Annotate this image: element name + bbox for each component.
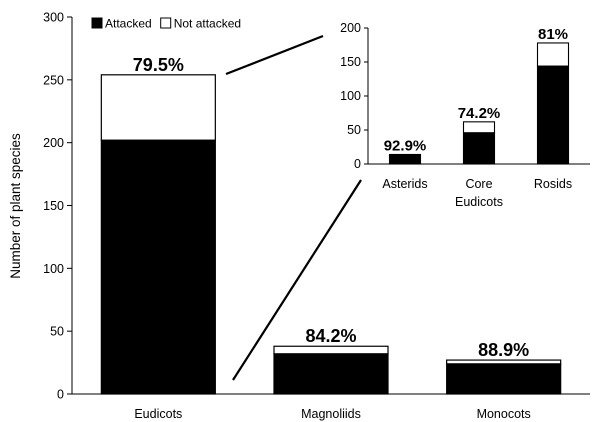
- y-tick-label: 200: [43, 136, 64, 150]
- legend-swatch-not-attacked: [160, 17, 172, 29]
- x-tick-label: Magnoliids: [301, 407, 361, 421]
- y-axis-label: Number of plant species: [8, 133, 23, 279]
- legend-label: Not attacked: [174, 17, 241, 31]
- bar-percent-label: 84.2%: [305, 326, 356, 346]
- inset-bar-percent-label: 81%: [538, 26, 568, 43]
- inset-bar-attacked: [388, 154, 422, 165]
- legend-swatch-attacked: [91, 17, 103, 29]
- inset-bar-percent-label: 92.9%: [384, 137, 427, 154]
- zoom-connector-top: [225, 34, 324, 76]
- bar-not-attacked: [446, 359, 562, 365]
- inset-y-tick-label: 200: [340, 21, 361, 35]
- x-tick-label: Eudicots: [134, 407, 182, 421]
- inset-chart: 0 50 100 150 200 92.9% Asterids 74.2% Core Eudico…: [340, 21, 590, 209]
- inset-y-tick-label: 0: [354, 157, 361, 171]
- inset-y-tick-label: 100: [340, 89, 361, 103]
- bar-attacked: [273, 353, 389, 395]
- inset-bar-not-attacked: [388, 153, 422, 156]
- main-chart: 0 50 100 150 200 250 300 79.5% Eudicots 84.2% Magn…: [43, 11, 590, 421]
- inset-x-tick-label: Asterids: [382, 177, 427, 191]
- y-tick-label: 250: [43, 73, 64, 87]
- inset-bar-not-attacked: [536, 42, 570, 67]
- inset-bar-percent-label: 74.2%: [458, 105, 501, 122]
- x-tick-label: Monocots: [477, 407, 531, 421]
- inset-bar-attacked: [536, 65, 570, 165]
- legend-label: Attacked: [105, 17, 152, 31]
- inset-y-tick-label: 50: [347, 123, 361, 137]
- bar-percent-label: 79.5%: [133, 55, 184, 75]
- y-tick-label: 0: [57, 388, 64, 402]
- y-tick-label: 300: [43, 11, 64, 25]
- bar-attacked: [446, 363, 562, 395]
- inset-bar-attacked: [462, 132, 496, 165]
- inset-x-tick-label: Core Eudicots: [455, 177, 503, 209]
- y-tick-label: 50: [50, 325, 64, 339]
- bar-percent-label: 88.9%: [478, 340, 529, 360]
- bar-not-attacked: [273, 345, 389, 355]
- legend: Attacked Not attacked: [91, 17, 241, 31]
- inset-y-tick-label: 150: [340, 55, 361, 69]
- y-tick-label: 100: [43, 262, 64, 276]
- inset-bar-not-attacked: [462, 121, 496, 134]
- y-tick-label: 150: [43, 199, 64, 213]
- bar-not-attacked: [100, 74, 216, 141]
- zoom-connector-bottom: [232, 179, 362, 381]
- inset-x-tick-label: Rosids: [534, 177, 572, 191]
- bar-attacked: [100, 139, 216, 395]
